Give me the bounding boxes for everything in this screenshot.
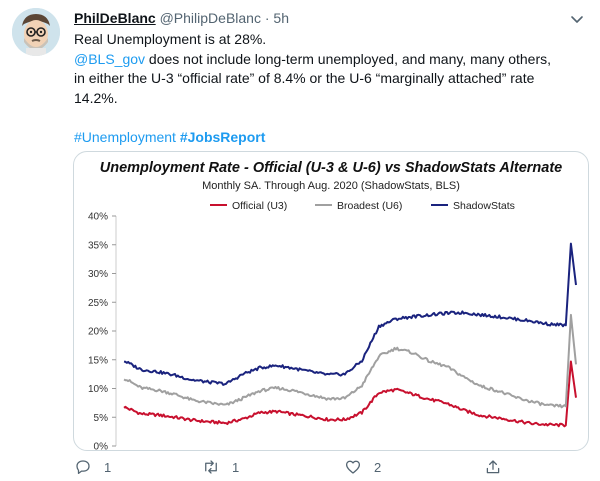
hashtag-jobsreport[interactable]: #JobsReport (179, 129, 266, 145)
tweet-actions: 1 1 2 (74, 456, 584, 478)
tweet-line-3: in either the U-3 “official rate” of 8.4… (74, 70, 535, 86)
avatar-cartoon-icon (12, 8, 60, 56)
legend-label-shadowstats: ShadowStats (453, 200, 515, 212)
y-tick-label: 0% (94, 442, 109, 451)
unemployment-chart: Unemployment Rate - Official (U-3 & U-6)… (88, 160, 577, 451)
author-name[interactable]: PhilDeBlanc (74, 10, 156, 26)
tweet-media-chart[interactable]: Unemployment Rate - Official (U-3 & U-6)… (73, 151, 589, 451)
chart-legend: Official (U3) Broadest (U6) ShadowStats (210, 200, 515, 212)
series-line-shadowstats (123, 242, 577, 386)
retweet-icon (205, 460, 217, 474)
tweet-text: Real Unemployment is at 28%. @BLS_gov do… (74, 30, 584, 108)
mention-link[interactable]: @BLS_gov (74, 50, 146, 67)
chart-title: Unemployment Rate - Official (U-3 & U-6)… (100, 160, 562, 176)
like-count: 2 (374, 459, 382, 475)
chevron-down-icon[interactable] (568, 10, 586, 28)
timestamp[interactable]: 5h (273, 10, 289, 26)
chart-subtitle: Monthly SA. Through Aug. 2020 (ShadowSta… (202, 180, 460, 192)
legend-label-official: Official (U3) (232, 200, 287, 212)
tweet-line-2-text: does not include long-term unemployed, a… (145, 50, 552, 67)
chart-series (123, 242, 577, 428)
series-line-official (123, 360, 577, 428)
author-handle[interactable]: @PhilipDeBlanc (159, 10, 261, 26)
tweet-line-4: 14.2%. (74, 89, 118, 106)
y-tick-label: 10% (88, 384, 108, 395)
y-tick-label: 30% (88, 269, 108, 280)
series-line-broadest (123, 313, 577, 409)
reply-button[interactable]: 1 (74, 456, 111, 478)
y-tick-label: 35% (88, 240, 108, 251)
y-tick-label: 40% (88, 212, 108, 223)
avatar[interactable] (12, 8, 60, 56)
legend-label-broadest: Broadest (U6) (337, 200, 402, 212)
reply-icon (76, 460, 90, 475)
y-tick-label: 20% (88, 327, 108, 338)
heart-icon (345, 460, 361, 474)
y-tick-label: 5% (94, 413, 109, 424)
hashtag-unemployment[interactable]: #Unemployment (74, 129, 176, 145)
tweet-line-1: Real Unemployment is at 28%. (74, 31, 267, 47)
y-axis-ticks: 40% 35% 30% 25% 20% 15% 10% 5% 0% (88, 212, 116, 451)
retweet-button[interactable]: 1 (202, 456, 239, 478)
share-icon (486, 460, 500, 474)
reply-count: 1 (104, 459, 112, 475)
retweet-count: 1 (232, 459, 240, 475)
y-tick-label: 15% (88, 355, 108, 366)
y-tick-label: 25% (88, 298, 108, 309)
tweet-header: PhilDeBlanc @PhilipDeBlanc · 5h (74, 8, 289, 28)
separator-dot: · (264, 10, 270, 26)
hashtags: #Unemployment #JobsReport (74, 127, 265, 147)
tweet-line-2: @BLS_gov does not include long-term unem… (74, 50, 584, 70)
like-button[interactable]: 2 (344, 456, 381, 478)
share-button[interactable] (484, 456, 514, 478)
